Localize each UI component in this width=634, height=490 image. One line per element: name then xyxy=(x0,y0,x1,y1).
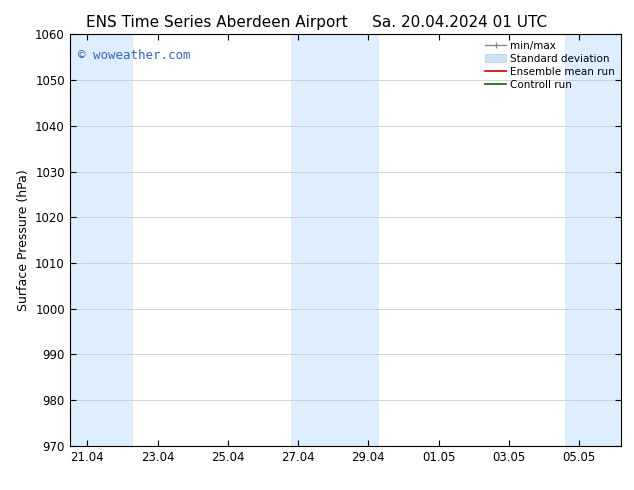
Bar xyxy=(70,34,133,446)
Bar xyxy=(565,34,621,446)
Y-axis label: Surface Pressure (hPa): Surface Pressure (hPa) xyxy=(16,169,30,311)
Text: ENS Time Series Aberdeen Airport     Sa. 20.04.2024 01 UTC: ENS Time Series Aberdeen Airport Sa. 20.… xyxy=(86,15,548,30)
Bar xyxy=(291,34,379,446)
Legend: min/max, Standard deviation, Ensemble mean run, Controll run: min/max, Standard deviation, Ensemble me… xyxy=(481,36,619,94)
Text: © woweather.com: © woweather.com xyxy=(78,49,190,62)
